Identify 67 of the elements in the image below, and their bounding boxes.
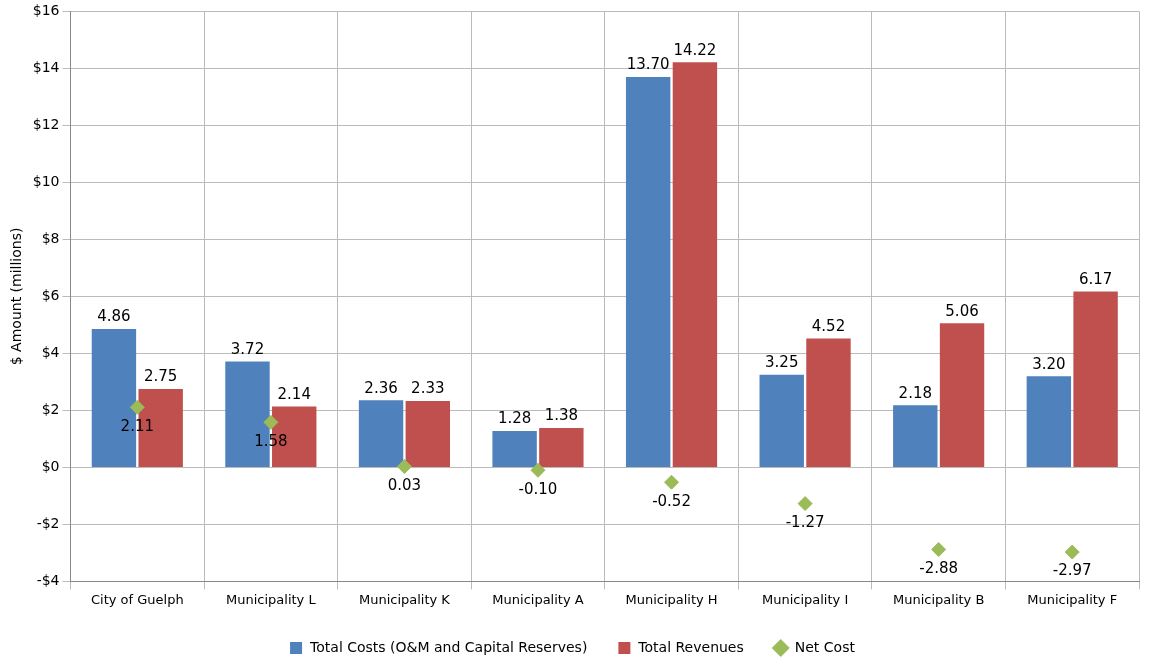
bar [539, 428, 584, 467]
bar [1026, 376, 1072, 467]
y-tick-label: $0 [41, 458, 60, 475]
bar [672, 62, 718, 467]
data-label: 2.18 [898, 383, 932, 402]
data-label: 0.03 [387, 475, 422, 494]
bar [893, 405, 938, 467]
y-tick-label: $4 [41, 344, 60, 361]
point [129, 399, 145, 415]
y-tick-label: $8 [41, 230, 60, 247]
data-label: 3.72 [230, 339, 265, 358]
legend-label: Net Cost [794, 638, 856, 655]
y-tick-label: -$4 [36, 572, 60, 589]
data-label: 2.75 [143, 367, 178, 386]
data-label: -1.27 [785, 512, 825, 531]
legend-label: Total Revenues [637, 638, 744, 655]
x-tick-label: Municipality K [358, 591, 451, 607]
y-tick-label: $16 [32, 2, 60, 19]
x-tick-label: City of Guelph [90, 591, 184, 607]
x-tick-label: Municipality B [892, 591, 985, 607]
data-label: -2.88 [919, 558, 959, 577]
data-label: 14.22 [673, 40, 717, 59]
y-axis-title: $ Amount (millions) [8, 227, 25, 366]
point [263, 414, 279, 430]
data-label: -0.52 [652, 491, 691, 510]
data-label: 1.58 [254, 431, 288, 450]
bar [939, 323, 985, 467]
x-tick-label: Municipality F [1027, 591, 1118, 607]
y-tick-label: $2 [41, 401, 60, 418]
legend-label: Total Costs (O&M and Capital Reserves) [309, 638, 588, 655]
point [664, 474, 680, 490]
x-tick-label: Municipality L [226, 591, 317, 607]
data-label: 3.20 [1032, 354, 1066, 373]
data-label: 2.33 [411, 379, 445, 398]
bar [625, 76, 671, 467]
data-label: 6.17 [1078, 269, 1113, 288]
x-tick-label: Municipality H [625, 591, 718, 607]
data-label: 13.70 [626, 55, 670, 74]
data-label: -0.10 [518, 479, 558, 498]
point [931, 541, 947, 557]
data-label: 4.86 [97, 307, 131, 326]
y-tick-label: $12 [32, 116, 60, 133]
point [396, 459, 412, 475]
y-tick-label: $14 [32, 59, 60, 76]
y-tick-label: -$2 [36, 515, 60, 532]
y-tick-label: $6 [41, 287, 60, 304]
data-label: 1.28 [497, 409, 532, 428]
data-label: 3.25 [765, 353, 799, 372]
x-tick-label: Municipality I [761, 591, 849, 607]
bar [405, 401, 450, 467]
bar [759, 374, 804, 467]
y-tick-label: $10 [32, 173, 60, 190]
bar [1073, 291, 1118, 467]
data-label: 1.38 [544, 406, 579, 425]
point [530, 462, 546, 478]
data-label: 4.52 [811, 316, 846, 335]
x-tick-label: Municipality A [492, 591, 584, 607]
data-label: 5.06 [945, 301, 979, 320]
bar [492, 430, 537, 467]
bar [806, 338, 851, 467]
point [1064, 544, 1080, 560]
data-label: 2.11 [120, 416, 154, 435]
bar [358, 400, 404, 467]
point [797, 496, 813, 512]
data-label: 2.14 [277, 384, 311, 403]
data-label: -2.97 [1052, 561, 1092, 580]
data-label: 2.36 [364, 378, 398, 397]
